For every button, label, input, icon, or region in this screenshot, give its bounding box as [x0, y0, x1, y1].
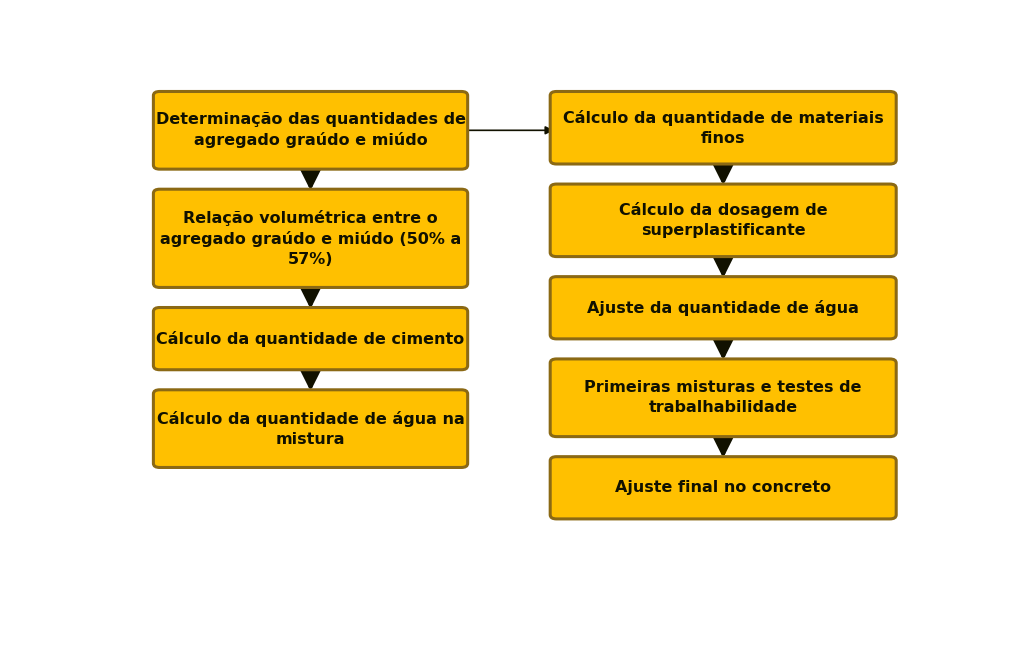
Text: Primeiras misturas e testes de
trabalhabilidade: Primeiras misturas e testes de trabalhab… — [585, 380, 862, 415]
FancyBboxPatch shape — [550, 277, 896, 339]
Text: Ajuste da quantidade de água: Ajuste da quantidade de água — [587, 300, 859, 316]
Text: Relação volumétrica entre o
agregado graúdo e miúdo (50% a
57%): Relação volumétrica entre o agregado gra… — [160, 210, 461, 267]
FancyBboxPatch shape — [154, 390, 468, 468]
Text: Cálculo da dosagem de
superplastificante: Cálculo da dosagem de superplastificante — [618, 202, 827, 238]
FancyBboxPatch shape — [154, 189, 468, 287]
FancyBboxPatch shape — [550, 457, 896, 519]
FancyBboxPatch shape — [154, 307, 468, 370]
Text: Determinação das quantidades de
agregado graúdo e miúdo: Determinação das quantidades de agregado… — [156, 112, 466, 148]
Text: Cálculo da quantidade de cimento: Cálculo da quantidade de cimento — [157, 331, 465, 347]
Text: Cálculo da quantidade de materiais
finos: Cálculo da quantidade de materiais finos — [563, 110, 884, 146]
Text: Cálculo da quantidade de água na
mistura: Cálculo da quantidade de água na mistura — [157, 411, 465, 446]
FancyBboxPatch shape — [550, 92, 896, 164]
FancyBboxPatch shape — [154, 92, 468, 169]
FancyBboxPatch shape — [550, 184, 896, 257]
FancyBboxPatch shape — [550, 359, 896, 437]
Text: Ajuste final no concreto: Ajuste final no concreto — [615, 480, 831, 495]
